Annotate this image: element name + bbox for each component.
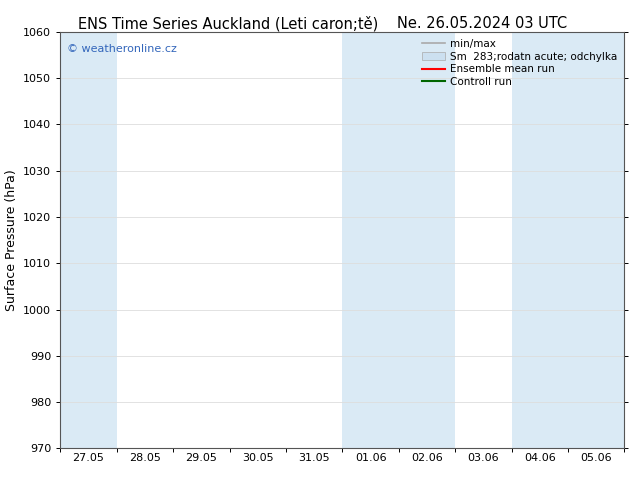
Text: ENS Time Series Auckland (Leti caron;tě): ENS Time Series Auckland (Leti caron;tě) — [78, 16, 378, 31]
Text: Ne. 26.05.2024 03 UTC: Ne. 26.05.2024 03 UTC — [397, 16, 567, 31]
Text: © weatheronline.cz: © weatheronline.cz — [67, 44, 177, 54]
Bar — [60, 32, 117, 448]
Legend: min/max, Sm  283;rodatn acute; odchylka, Ensemble mean run, Controll run: min/max, Sm 283;rodatn acute; odchylka, … — [418, 36, 620, 90]
Y-axis label: Surface Pressure (hPa): Surface Pressure (hPa) — [4, 169, 18, 311]
Bar — [342, 32, 455, 448]
Bar — [512, 32, 624, 448]
